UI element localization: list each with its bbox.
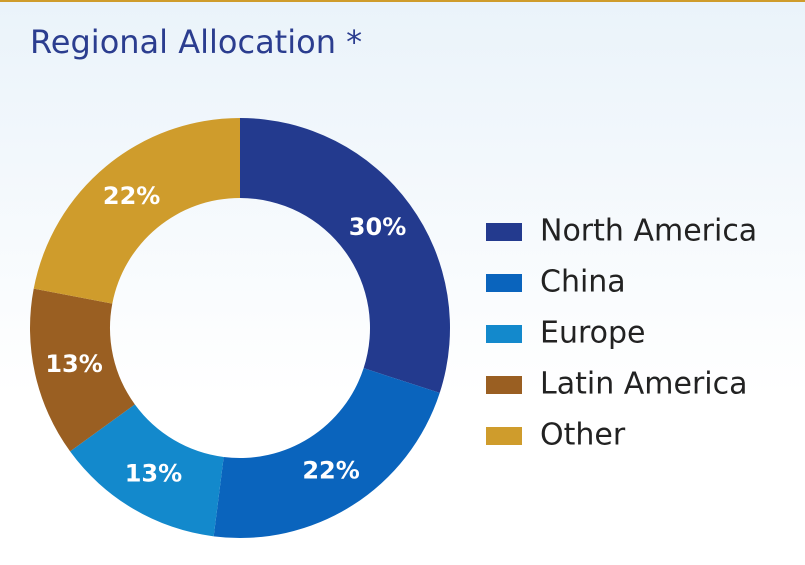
legend-swatch [486,223,522,241]
data-label: 30% [349,213,406,241]
legend-label: Latin America [540,367,748,402]
data-label: 13% [45,350,102,378]
legend-label: China [540,265,626,300]
donut-segment [213,368,440,539]
donut-segment [30,288,135,452]
legend-swatch [486,274,522,292]
chart-title: Regional Allocation * [30,23,362,61]
legend-swatch [486,427,522,445]
data-label: 13% [125,459,182,487]
legend-label: Europe [540,316,646,351]
data-label: 22% [103,182,160,210]
legend-swatch [486,376,522,394]
legend-label: North America [540,214,757,249]
legend-label: Other [540,418,626,453]
donut-segment [240,118,450,393]
data-label: 22% [302,457,359,485]
donut-segment [33,118,240,304]
donut-segment [70,404,224,537]
legend-swatch [486,325,522,343]
